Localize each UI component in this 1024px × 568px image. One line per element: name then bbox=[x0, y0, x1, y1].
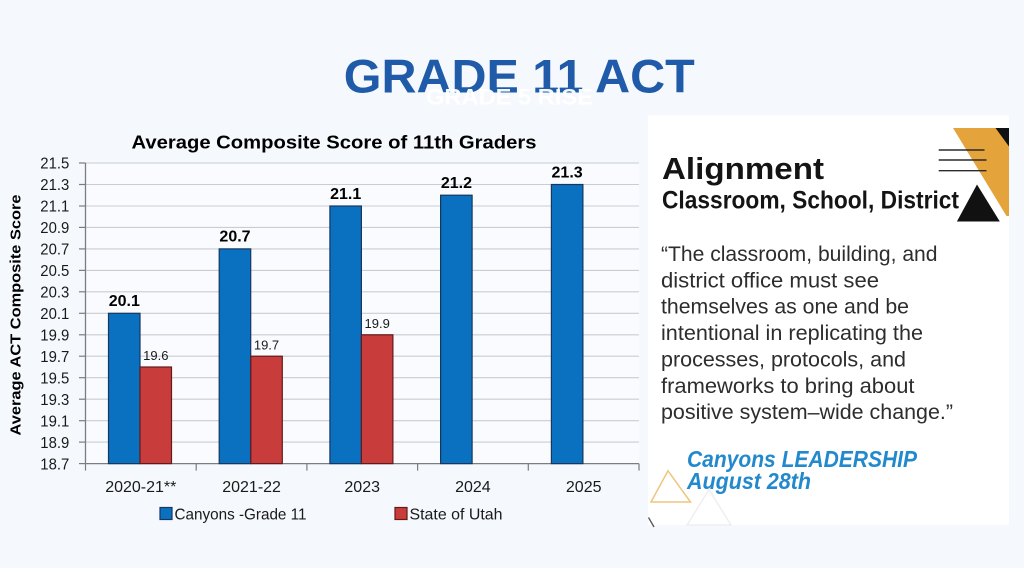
svg-text:2020-21**: 2020-21** bbox=[105, 479, 176, 496]
svg-text:themselves as one and be: themselves as one and be bbox=[661, 296, 909, 319]
svg-text:19.1: 19.1 bbox=[40, 413, 69, 430]
svg-text:Average Composite Score of 11t: Average Composite Score of 11th Graders bbox=[132, 133, 537, 153]
svg-text:21.2: 21.2 bbox=[441, 175, 472, 192]
svg-text:frameworks to bring about: frameworks to bring about bbox=[661, 375, 915, 398]
svg-text:processes, protocols, and: processes, protocols, and bbox=[661, 348, 906, 371]
svg-text:Classroom, School, District: Classroom, School, District bbox=[662, 187, 960, 215]
svg-text:20.9: 20.9 bbox=[40, 220, 69, 237]
svg-text:18.7: 18.7 bbox=[40, 456, 69, 473]
svg-text:21.1: 21.1 bbox=[330, 186, 361, 203]
svg-text:positive system–wide change.”: positive system–wide change.” bbox=[661, 401, 953, 424]
svg-text:21.5: 21.5 bbox=[40, 156, 69, 173]
svg-text:19.7: 19.7 bbox=[254, 337, 279, 352]
svg-text:21.3: 21.3 bbox=[552, 164, 583, 181]
svg-text:intentional in replicating the: intentional in replicating the bbox=[661, 322, 923, 345]
svg-text:20.1: 20.1 bbox=[109, 293, 140, 310]
svg-text:2024: 2024 bbox=[455, 479, 491, 496]
svg-text:State of Utah: State of Utah bbox=[410, 506, 503, 523]
svg-text:GRADE 5 RISE: GRADE 5 RISE bbox=[426, 85, 593, 110]
svg-text:20.5: 20.5 bbox=[40, 263, 69, 280]
svg-text:GRADE 11 ACT: GRADE 11 ACT bbox=[344, 50, 695, 103]
svg-text:Average ACT Composite Score: Average ACT Composite Score bbox=[9, 195, 25, 436]
svg-text:2023: 2023 bbox=[344, 479, 380, 496]
svg-text:2021-22: 2021-22 bbox=[222, 479, 281, 496]
svg-text:August 28th: August 28th bbox=[686, 468, 811, 494]
svg-text:18.9: 18.9 bbox=[40, 435, 69, 452]
svg-text:19.7: 19.7 bbox=[40, 349, 69, 366]
svg-text:19.3: 19.3 bbox=[40, 392, 69, 409]
svg-text:21.3: 21.3 bbox=[40, 177, 69, 194]
svg-text:19.5: 19.5 bbox=[40, 370, 69, 387]
svg-text:20.7: 20.7 bbox=[219, 229, 250, 246]
svg-text:19.9: 19.9 bbox=[40, 328, 69, 345]
svg-text:19.6: 19.6 bbox=[143, 348, 168, 363]
svg-text:20.7: 20.7 bbox=[40, 242, 69, 259]
svg-text:20.3: 20.3 bbox=[40, 285, 69, 302]
svg-text:Canyons LEADERSHIP: Canyons LEADERSHIP bbox=[687, 446, 917, 472]
svg-text:Alignment: Alignment bbox=[662, 152, 824, 186]
svg-text:Canyons -Grade 11: Canyons -Grade 11 bbox=[175, 506, 307, 523]
svg-text:2025: 2025 bbox=[566, 479, 602, 496]
svg-text:district office must see: district office must see bbox=[661, 269, 879, 292]
svg-text:21.1: 21.1 bbox=[40, 199, 69, 216]
svg-text:19.9: 19.9 bbox=[365, 316, 390, 331]
svg-text:“The classroom, building, and: “The classroom, building, and bbox=[661, 243, 938, 266]
svg-text:20.1: 20.1 bbox=[40, 306, 69, 323]
